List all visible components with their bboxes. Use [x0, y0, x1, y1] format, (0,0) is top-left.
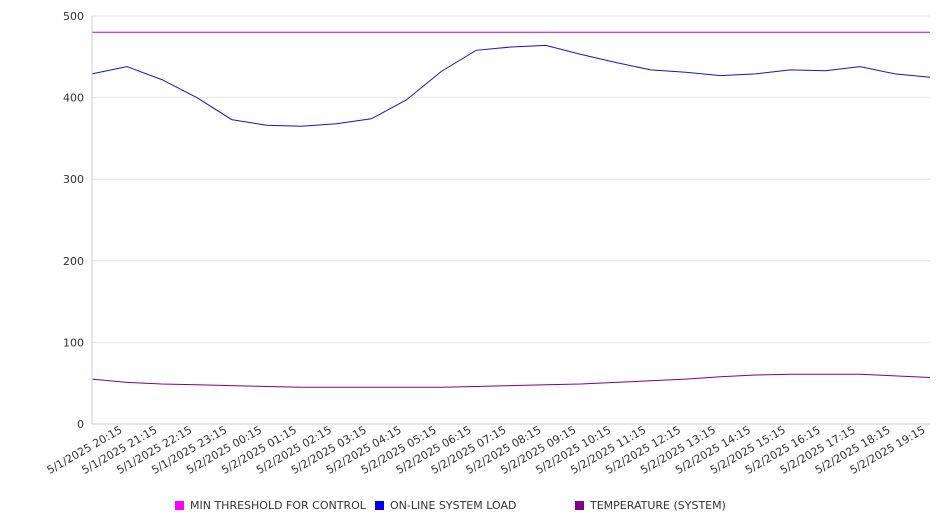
y-tick-label-4: 400 [63, 92, 84, 105]
legend-label-system-load: ON-LINE SYSTEM LOAD [390, 499, 517, 512]
legend-item-min-threshold: MIN THRESHOLD FOR CONTROL [175, 499, 366, 512]
y-tick-label-2: 200 [63, 255, 84, 268]
legend-item-system-load: ON-LINE SYSTEM LOAD [375, 499, 516, 512]
y-tick-label-3: 300 [63, 173, 84, 186]
legend: MIN THRESHOLD FOR CONTROL ON-LINE SYSTEM… [0, 499, 946, 513]
series-line-1 [91, 44, 931, 127]
series-lines [91, 31, 931, 388]
series-line-2 [91, 373, 931, 388]
y-axis-ticks: 0 100 200 300 400 500 [63, 10, 84, 431]
legend-label-temperature: TEMPERATURE (SYSTEM) [590, 499, 726, 512]
legend-swatch-temperature [575, 501, 584, 510]
legend-item-temperature: TEMPERATURE (SYSTEM) [575, 499, 726, 512]
legend-label-min-threshold: MIN THRESHOLD FOR CONTROL [190, 499, 366, 512]
y-tick-label-0: 0 [77, 418, 84, 431]
legend-swatch-min-threshold [175, 501, 184, 510]
x-axis-ticks: 5/1/2025 20:155/1/2025 21:155/1/2025 22:… [45, 423, 928, 477]
y-tick-label-1: 100 [63, 336, 84, 349]
gridlines [92, 15, 930, 343]
y-tick-label-5: 500 [63, 10, 84, 23]
legend-swatch-system-load [375, 501, 384, 510]
